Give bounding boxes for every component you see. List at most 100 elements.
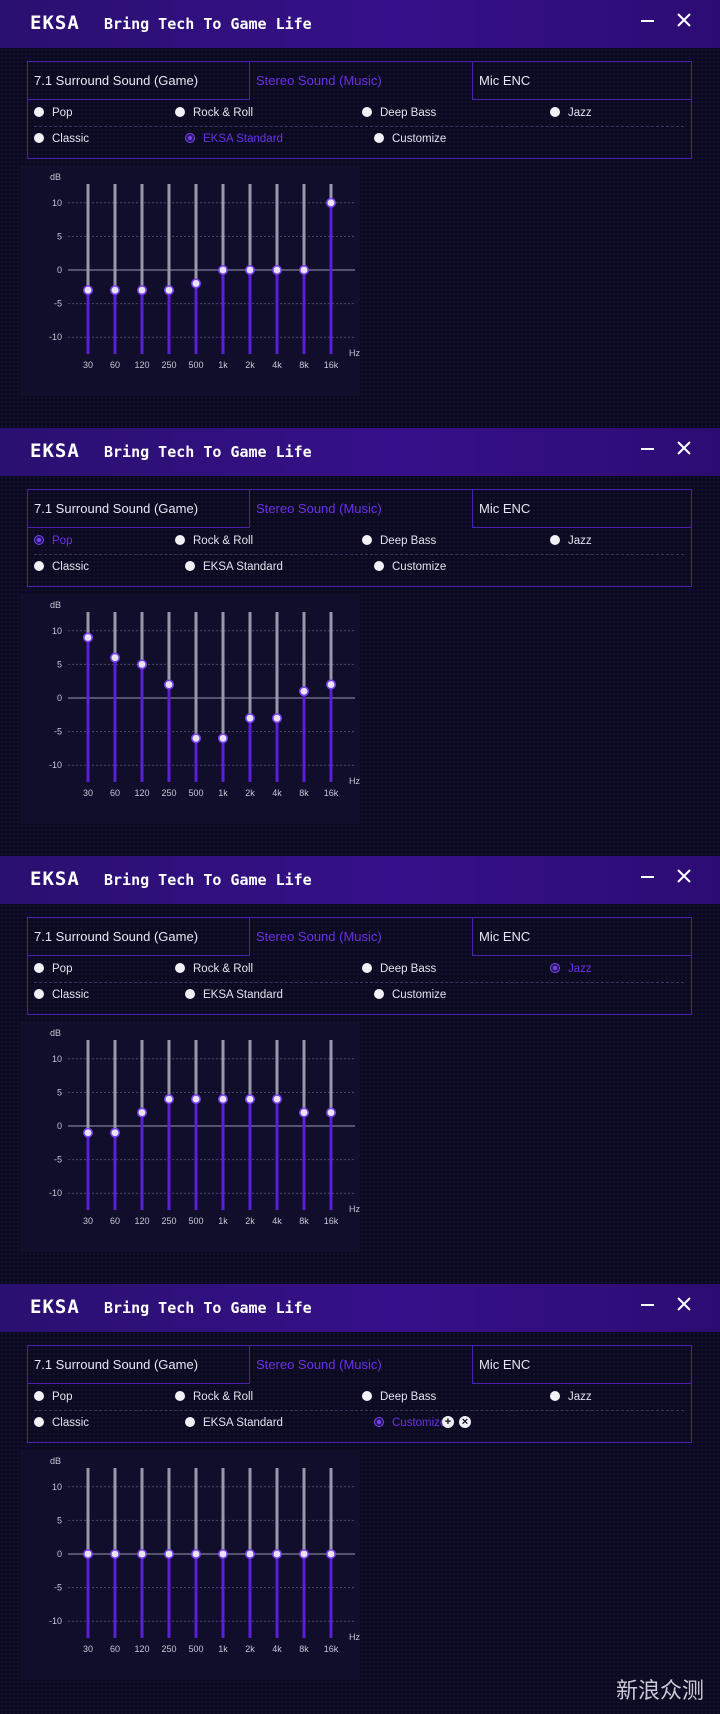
radio-icon[interactable] bbox=[550, 535, 560, 545]
close-icon[interactable] bbox=[676, 868, 696, 888]
x-circle-icon[interactable]: × bbox=[459, 1416, 471, 1428]
tab-stereo-sound[interactable]: Stereo Sound (Music) bbox=[256, 1357, 382, 1372]
eq-slider-handle[interactable] bbox=[272, 1094, 283, 1105]
eq-slider-handle[interactable] bbox=[137, 285, 148, 296]
minimize-icon[interactable] bbox=[638, 10, 658, 30]
radio-icon[interactable] bbox=[362, 535, 372, 545]
radio-icon[interactable] bbox=[374, 1417, 384, 1427]
x-tick-label: 16k bbox=[324, 1644, 339, 1654]
tab-mic-enc[interactable]: Mic ENC bbox=[472, 62, 692, 100]
eq-slider-handle[interactable] bbox=[164, 285, 175, 296]
eq-slider-handle[interactable] bbox=[298, 686, 309, 697]
eq-slider-handle[interactable] bbox=[298, 265, 309, 276]
radio-icon[interactable] bbox=[34, 1417, 44, 1427]
radio-icon[interactable] bbox=[374, 989, 384, 999]
radio-icon[interactable] bbox=[185, 133, 195, 143]
radio-icon[interactable] bbox=[34, 1391, 44, 1401]
radio-icon[interactable] bbox=[185, 561, 195, 571]
radio-icon[interactable] bbox=[175, 535, 185, 545]
eq-slider-handle[interactable] bbox=[164, 679, 175, 690]
eq-slider-handle[interactable] bbox=[164, 1094, 175, 1105]
radio-icon[interactable] bbox=[550, 963, 560, 973]
radio-icon[interactable] bbox=[34, 107, 44, 117]
eq-slider-handle[interactable] bbox=[298, 1107, 309, 1118]
tab-mic-enc[interactable]: Mic ENC bbox=[472, 490, 692, 528]
preset-label: Jazz bbox=[568, 107, 592, 119]
close-icon[interactable] bbox=[676, 12, 696, 32]
radio-icon[interactable] bbox=[34, 133, 44, 143]
eq-slider-handle[interactable] bbox=[110, 1549, 121, 1560]
x-tick-label: 16k bbox=[324, 788, 339, 798]
radio-icon[interactable] bbox=[34, 535, 44, 545]
eq-slider-handle[interactable] bbox=[137, 1549, 148, 1560]
tab-stereo-sound[interactable]: Stereo Sound (Music) bbox=[256, 929, 382, 944]
eq-slider-handle[interactable] bbox=[325, 1107, 336, 1118]
radio-icon[interactable] bbox=[362, 963, 372, 973]
x-tick-label: 1k bbox=[218, 788, 228, 798]
eq-slider-handle[interactable] bbox=[164, 1549, 175, 1560]
eq-slider-handle[interactable] bbox=[325, 1549, 336, 1560]
eq-slider-handle[interactable] bbox=[82, 285, 93, 296]
eq-slider-handle[interactable] bbox=[82, 1549, 93, 1560]
tab-stereo-sound[interactable]: Stereo Sound (Music) bbox=[256, 501, 382, 516]
eq-slider-handle[interactable] bbox=[218, 265, 229, 276]
tab-mic-enc[interactable]: Mic ENC bbox=[472, 1346, 692, 1384]
eksa-logo: EKSA bbox=[30, 1296, 80, 1318]
eq-slider-handle[interactable] bbox=[245, 713, 256, 724]
radio-icon[interactable] bbox=[185, 1417, 195, 1427]
radio-icon[interactable] bbox=[34, 963, 44, 973]
radio-icon[interactable] bbox=[175, 963, 185, 973]
eq-slider-handle[interactable] bbox=[218, 1549, 229, 1560]
tab-surround-sound[interactable]: 7.1 Surround Sound (Game) bbox=[28, 490, 250, 528]
preset-label: Rock & Roll bbox=[193, 535, 254, 547]
y-axis-label: dB bbox=[50, 1456, 61, 1466]
tab-surround-sound[interactable]: 7.1 Surround Sound (Game) bbox=[28, 62, 250, 100]
radio-icon[interactable] bbox=[374, 561, 384, 571]
radio-icon[interactable] bbox=[550, 1391, 560, 1401]
radio-icon[interactable] bbox=[175, 1391, 185, 1401]
preset-label: Customize bbox=[392, 561, 447, 573]
tab-surround-sound[interactable]: 7.1 Surround Sound (Game) bbox=[28, 918, 250, 956]
eq-slider-handle[interactable] bbox=[272, 265, 283, 276]
eq-slider-handle[interactable] bbox=[272, 1549, 283, 1560]
eq-slider-handle[interactable] bbox=[325, 197, 336, 208]
eq-slider-handle[interactable] bbox=[110, 285, 121, 296]
eq-slider-handle[interactable] bbox=[218, 1094, 229, 1105]
radio-icon[interactable] bbox=[175, 107, 185, 117]
radio-icon[interactable] bbox=[362, 1391, 372, 1401]
minimize-icon[interactable] bbox=[638, 438, 658, 458]
radio-icon[interactable] bbox=[34, 561, 44, 571]
tab-mic-enc[interactable]: Mic ENC bbox=[472, 918, 692, 956]
preset-label: Pop bbox=[52, 535, 73, 547]
eq-slider-handle[interactable] bbox=[272, 713, 283, 724]
minimize-icon[interactable] bbox=[638, 866, 658, 886]
eq-slider-handle[interactable] bbox=[218, 733, 229, 744]
eq-slider-handle[interactable] bbox=[191, 1549, 202, 1560]
eq-slider-handle[interactable] bbox=[245, 1094, 256, 1105]
eq-slider-handle[interactable] bbox=[245, 265, 256, 276]
eq-slider-handle[interactable] bbox=[110, 1127, 121, 1138]
eq-slider-handle[interactable] bbox=[82, 632, 93, 643]
plus-circle-icon[interactable]: + bbox=[442, 1416, 454, 1428]
radio-icon[interactable] bbox=[362, 107, 372, 117]
radio-icon[interactable] bbox=[34, 989, 44, 999]
eq-slider-handle[interactable] bbox=[191, 278, 202, 289]
tab-surround-sound[interactable]: 7.1 Surround Sound (Game) bbox=[28, 1346, 250, 1384]
minimize-icon[interactable] bbox=[638, 1294, 658, 1314]
radio-icon[interactable] bbox=[550, 107, 560, 117]
eq-slider-handle[interactable] bbox=[137, 659, 148, 670]
close-icon[interactable] bbox=[676, 1296, 696, 1316]
eq-slider-handle[interactable] bbox=[110, 652, 121, 663]
close-icon[interactable] bbox=[676, 440, 696, 460]
tab-stereo-sound[interactable]: Stereo Sound (Music) bbox=[256, 73, 382, 88]
eq-slider-handle[interactable] bbox=[245, 1549, 256, 1560]
eq-slider-handle[interactable] bbox=[325, 679, 336, 690]
eq-slider-handle[interactable] bbox=[191, 733, 202, 744]
radio-icon[interactable] bbox=[374, 133, 384, 143]
eq-slider-handle[interactable] bbox=[191, 1094, 202, 1105]
eq-slider-handle[interactable] bbox=[82, 1127, 93, 1138]
preset-row: Pop Rock & Roll Deep Bass Jazz bbox=[28, 528, 691, 554]
eq-slider-handle[interactable] bbox=[137, 1107, 148, 1118]
radio-icon[interactable] bbox=[185, 989, 195, 999]
eq-slider-handle[interactable] bbox=[298, 1549, 309, 1560]
